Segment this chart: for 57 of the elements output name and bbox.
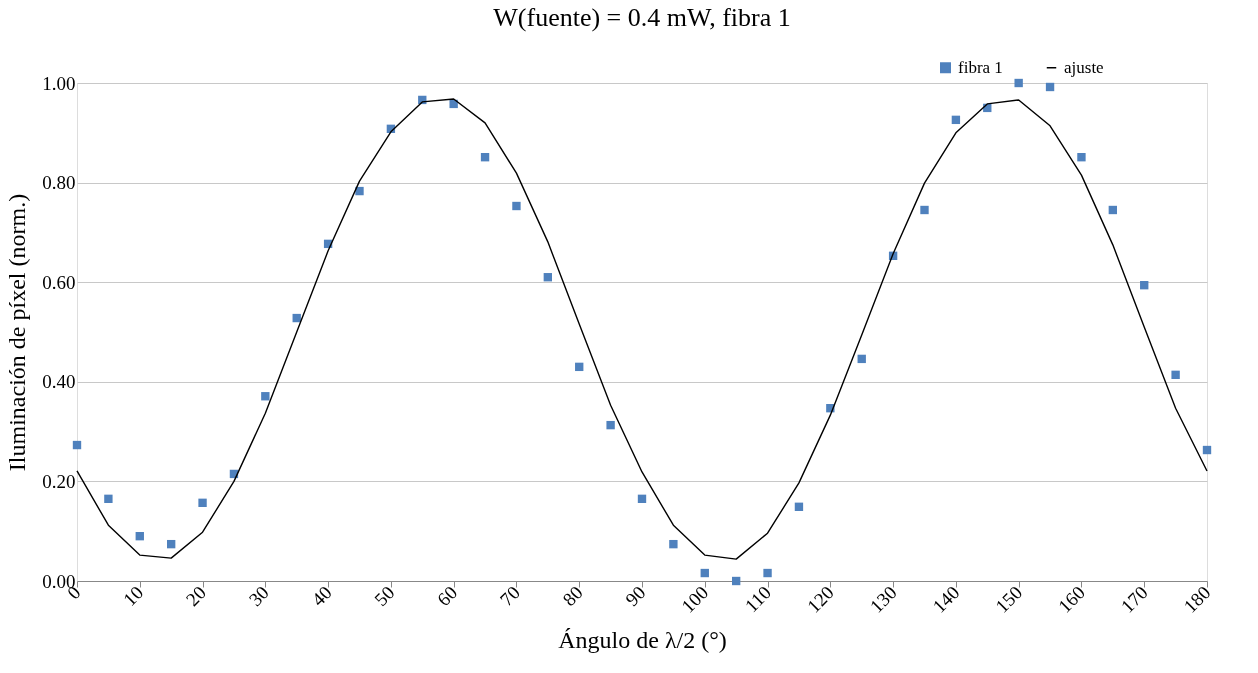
point bbox=[512, 201, 521, 211]
point bbox=[857, 354, 866, 364]
point bbox=[575, 362, 584, 372]
point bbox=[606, 420, 615, 430]
x-tick-label: 10 bbox=[119, 581, 148, 611]
point bbox=[1014, 78, 1023, 88]
point bbox=[794, 502, 804, 511]
point bbox=[1202, 445, 1212, 455]
point bbox=[449, 99, 458, 109]
x-tick-label: 90 bbox=[621, 581, 650, 611]
x-tick-label: 150 bbox=[991, 581, 1027, 617]
point bbox=[480, 153, 490, 162]
y-tick-label: 0.60 bbox=[42, 271, 76, 293]
point bbox=[1045, 82, 1055, 92]
point bbox=[104, 494, 113, 504]
point bbox=[135, 532, 144, 541]
x-tick-label: 60 bbox=[432, 581, 462, 611]
x-tick-label: 40 bbox=[307, 581, 336, 611]
y-tick-label: 0.20 bbox=[42, 470, 76, 492]
point bbox=[1140, 281, 1149, 290]
x-tick-label: 110 bbox=[740, 581, 776, 617]
point bbox=[951, 115, 961, 125]
x-tick-label: 120 bbox=[802, 581, 838, 617]
point bbox=[1077, 153, 1086, 162]
legend-label: ajuste bbox=[1064, 57, 1104, 77]
x-axis-title: Ángulo de λ/2 (°) bbox=[558, 626, 727, 653]
legend-label: fibra 1 bbox=[958, 57, 1003, 77]
point bbox=[543, 273, 553, 282]
y-tick-label: 0.40 bbox=[42, 371, 76, 393]
x-tick-label: 140 bbox=[928, 581, 964, 617]
point bbox=[669, 539, 678, 549]
chart-title: W(fuente) = 0.4 mW, fibra 1 bbox=[493, 3, 791, 32]
point bbox=[1171, 370, 1180, 380]
point bbox=[72, 440, 82, 450]
x-tick-label: 50 bbox=[370, 581, 399, 611]
point bbox=[763, 568, 772, 578]
point bbox=[637, 494, 647, 504]
x-tick-label: 170 bbox=[1116, 581, 1152, 617]
x-tick-label: 160 bbox=[1054, 581, 1090, 617]
point bbox=[1108, 205, 1118, 215]
point bbox=[700, 568, 709, 578]
x-tick-label: 100 bbox=[677, 581, 713, 617]
y-tick-label: 0.80 bbox=[42, 172, 76, 194]
point bbox=[166, 539, 176, 549]
point bbox=[920, 205, 929, 215]
x-tick-label: 20 bbox=[181, 581, 211, 611]
x-tick-label: 130 bbox=[865, 581, 901, 617]
point bbox=[198, 498, 207, 507]
x-tick-label: 180 bbox=[1179, 581, 1215, 617]
point bbox=[731, 576, 741, 586]
point bbox=[355, 186, 364, 196]
x-tick-label: 80 bbox=[558, 581, 587, 611]
x-tick-label: 30 bbox=[244, 581, 273, 611]
point bbox=[261, 392, 270, 401]
x-tick-label: 70 bbox=[495, 581, 525, 611]
y-axis-title: Iluminación de píxel (norm.) bbox=[4, 193, 31, 472]
y-tick-label: 1.00 bbox=[42, 72, 76, 94]
